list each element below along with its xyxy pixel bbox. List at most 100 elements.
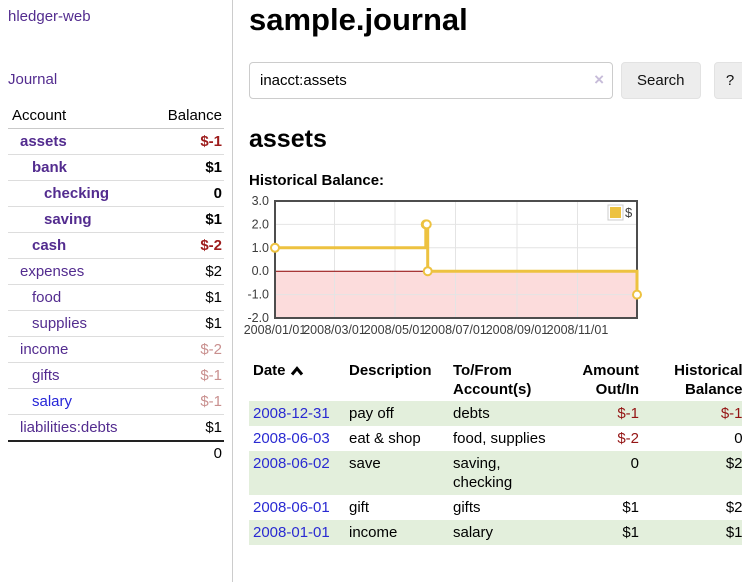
transaction-accounts: salary [453,524,494,541]
accounts-header-balance: Balance [149,104,224,129]
legend-swatch [610,207,621,218]
account-link-cash[interactable]: cash [32,237,67,254]
transaction-balance: 0 [734,430,742,447]
account-link-income[interactable]: income [20,341,69,358]
account-link-salary[interactable]: salary [32,393,73,410]
transaction-balance: $2 [725,455,742,472]
transaction-date-link[interactable]: 2008-06-02 [253,455,330,472]
account-balance: $1 [149,414,224,441]
account-link-saving[interactable]: saving [44,211,92,228]
account-balance: $1 [149,284,224,311]
accounts-table: Account Balance assets $-1 bank $1 check… [8,104,224,465]
transaction-amount: $-1 [617,405,639,422]
search-input[interactable] [249,62,613,99]
transaction-amount: $1 [622,499,639,516]
y-tick-label: 0.0 [252,264,269,278]
account-balance: $2 [149,258,224,285]
account-row: saving $1 [8,206,224,233]
search-form: × Search ? [249,62,742,99]
account-row: checking 0 [8,180,224,207]
header-tofrom: To/From Account(s) [453,362,532,398]
transaction-accounts: gifts [453,499,481,516]
y-tick-label: -1.0 [247,288,269,302]
accounts-total-row: 0 [8,440,224,465]
transaction-amount: 0 [630,455,639,472]
account-balance: $1 [149,154,224,181]
header-balance: Historical Balance [674,362,742,398]
transaction-date-link[interactable]: 2008-06-03 [253,430,330,447]
header-date[interactable]: Date [249,359,345,401]
transaction-description: eat & shop [349,430,421,447]
app-title-link[interactable]: hledger-web [8,8,91,25]
account-heading: assets [249,125,327,153]
transaction-amount: $1 [622,524,639,541]
account-link-food[interactable]: food [32,289,62,306]
account-link-supplies[interactable]: supplies [32,315,88,332]
historical-balance-chart: $3.0 2.0 1.0 0.0 -1.0 -2.02008/01/012008/03/0… [244,194,642,337]
chart-title: Historical Balance: [249,172,385,189]
legend-label: $ [625,205,633,220]
account-balance: $-2 [149,232,224,259]
accounts-header-row: Account Balance [8,104,224,129]
account-row: supplies $1 [8,310,224,337]
transaction-accounts: debts [453,405,490,422]
transaction-row: 2008-06-03 eat & shop food, supplies $-2… [249,426,742,451]
account-link-liabilities-debts[interactable]: liabilities:debts [20,419,118,436]
account-row: expenses $2 [8,258,224,285]
account-balance: $-2 [149,336,224,363]
account-link-expenses[interactable]: expenses [20,263,85,280]
main-content: sample.journal × Search ? assets Histori… [233,0,742,582]
accounts-total-balance: 0 [149,440,224,465]
account-row: income $-2 [8,336,224,363]
account-link-assets[interactable]: assets [20,133,67,150]
account-row: assets $-1 [8,129,224,155]
account-row: food $1 [8,284,224,311]
account-balance: 0 [149,180,224,207]
account-link-checking[interactable]: checking [44,185,110,202]
transaction-row: 2008-12-31 pay off debts $-1 $-1 [249,401,742,426]
account-balance: $-1 [200,133,222,150]
transaction-accounts: food, supplies [453,430,546,447]
account-row: liabilities:debts $1 [8,414,224,441]
transaction-row: 2008-06-02 save saving, checking 0 $2 [249,451,742,495]
x-tick-label: 2008/01/01 [244,323,307,337]
account-balance: $-1 [149,388,224,415]
transaction-amount: $-2 [617,430,639,447]
transaction-balance: $2 [725,499,742,516]
search-button[interactable]: Search [621,62,701,99]
page-title: sample.journal [249,2,468,37]
y-tick-label: 2.0 [252,217,269,231]
y-tick-label: 3.0 [252,194,269,208]
account-row: bank $1 [8,154,224,181]
clear-search-icon[interactable]: × [594,70,604,89]
account-row: cash $-2 [8,232,224,259]
transaction-row: 2008-06-01 gift gifts $1 $2 [249,495,742,520]
transaction-row: 2008-01-01 income salary $1 $1 [249,520,742,545]
help-button[interactable]: ? [713,62,742,99]
data-point-marker [421,219,432,230]
transaction-description: pay off [349,405,394,422]
transaction-description: income [349,524,398,541]
sidebar: hledger-web Journal Account Balance asse… [0,0,233,582]
transaction-balance: $1 [725,524,742,541]
data-point-marker [632,289,642,300]
account-row: salary $-1 [8,388,224,415]
x-tick-label: 2008/05/01 [364,323,427,337]
transactions-table: Date Description To/From Account(s) Amou… [249,359,742,545]
account-link-bank[interactable]: bank [32,159,68,176]
data-point-marker [422,266,433,277]
y-tick-label: -2.0 [247,311,269,325]
transaction-date-link[interactable]: 2008-06-01 [253,499,330,516]
account-link-gifts[interactable]: gifts [32,367,60,384]
header-description: Description [349,362,432,379]
transaction-date-link[interactable]: 2008-12-31 [253,405,330,422]
transaction-date-link[interactable]: 2008-01-01 [253,524,330,541]
transaction-description: gift [349,499,370,516]
account-balance: $-1 [149,362,224,389]
x-tick-label: 2008/03/01 [303,323,366,337]
sidebar-item-journal[interactable]: Journal [8,71,58,88]
x-tick-label: 2008/07/01 [424,323,487,337]
y-tick-label: 1.0 [252,241,269,255]
accounts-header-account: Account [8,104,150,129]
